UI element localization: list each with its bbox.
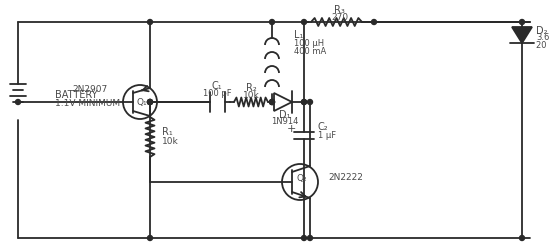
Text: 100 μH: 100 μH	[294, 38, 324, 48]
Circle shape	[148, 100, 153, 104]
Text: BATTERY: BATTERY	[55, 90, 98, 100]
Circle shape	[519, 236, 524, 240]
Text: Q₁: Q₁	[137, 98, 147, 106]
Text: 1.1V MINIMUM: 1.1V MINIMUM	[55, 100, 120, 108]
Text: 2N2222: 2N2222	[328, 172, 363, 182]
Circle shape	[301, 236, 306, 240]
Circle shape	[301, 100, 306, 104]
Circle shape	[15, 100, 20, 104]
Circle shape	[148, 236, 153, 240]
Circle shape	[270, 100, 274, 104]
Text: 10k: 10k	[162, 136, 179, 145]
Text: R₃: R₃	[334, 5, 345, 15]
Text: 1N914: 1N914	[271, 118, 299, 126]
Text: 3.6V: 3.6V	[536, 34, 549, 42]
Circle shape	[270, 100, 274, 104]
Circle shape	[519, 20, 524, 24]
Text: D₁: D₁	[279, 110, 291, 120]
Text: 20 mA: 20 mA	[536, 40, 549, 50]
Text: 270: 270	[331, 12, 348, 22]
Circle shape	[148, 100, 153, 104]
Text: R₂: R₂	[245, 83, 256, 93]
Text: D₂: D₂	[536, 26, 547, 36]
Circle shape	[270, 100, 274, 104]
Text: C₁: C₁	[212, 81, 222, 91]
Circle shape	[307, 236, 312, 240]
Circle shape	[148, 100, 153, 104]
Circle shape	[148, 20, 153, 24]
Polygon shape	[512, 27, 532, 43]
Text: 400 mA: 400 mA	[294, 46, 326, 56]
Text: C₂: C₂	[318, 122, 329, 132]
Circle shape	[301, 100, 306, 104]
Text: +: +	[287, 124, 296, 134]
Text: 2N2907: 2N2907	[73, 86, 108, 94]
Text: 10k: 10k	[243, 90, 259, 100]
Text: Q₂: Q₂	[296, 174, 307, 184]
Circle shape	[301, 20, 306, 24]
Circle shape	[307, 100, 312, 104]
Circle shape	[148, 100, 153, 104]
Text: R₁: R₁	[162, 127, 173, 137]
Circle shape	[270, 20, 274, 24]
Circle shape	[372, 20, 377, 24]
Text: L₁: L₁	[294, 30, 304, 40]
Text: 1 μF: 1 μF	[318, 130, 336, 140]
Text: 100 pF: 100 pF	[203, 88, 231, 98]
